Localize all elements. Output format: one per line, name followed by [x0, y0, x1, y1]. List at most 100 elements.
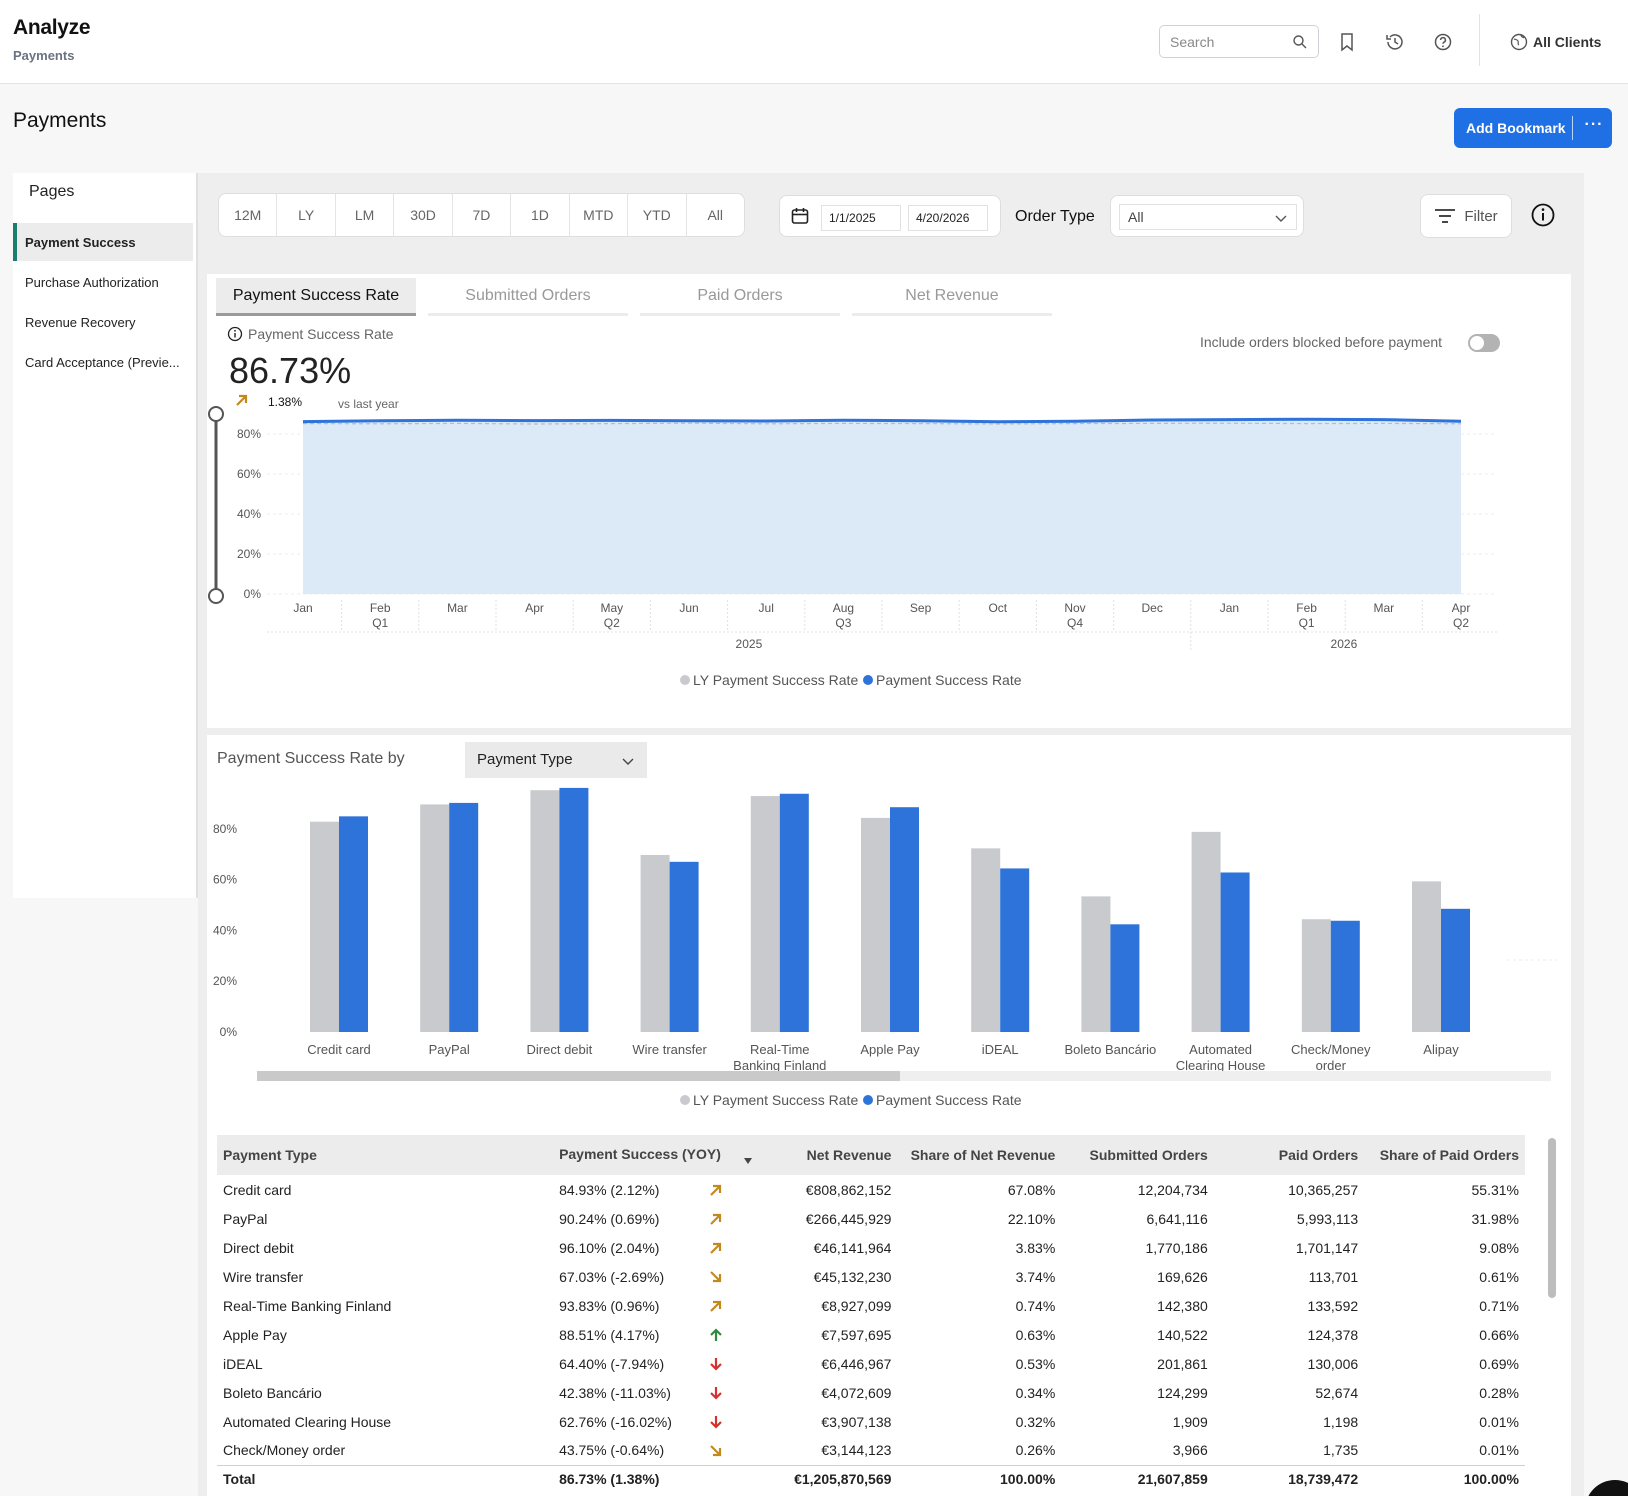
bar-ly[interactable]	[861, 817, 890, 1032]
bar-current[interactable]	[559, 787, 589, 1032]
bar-ly[interactable]	[1191, 831, 1221, 1032]
column-header-net-revenue[interactable]: Net Revenue	[781, 1135, 898, 1175]
info-icon[interactable]	[1530, 202, 1556, 228]
kpi-value: 86.73%	[229, 350, 352, 391]
column-header-submitted-orders[interactable]: Submitted Orders	[1061, 1135, 1214, 1175]
bar-current[interactable]	[1441, 908, 1470, 1032]
history-icon[interactable]	[1384, 31, 1406, 53]
bar-current[interactable]	[449, 802, 479, 1032]
tab-net-revenue[interactable]: Net Revenue	[852, 278, 1052, 316]
page-title: Payments	[13, 109, 107, 132]
period-ly-button[interactable]: LY	[277, 194, 336, 236]
bar-current[interactable]	[1330, 920, 1360, 1032]
period-30d-button[interactable]: 30D	[394, 194, 453, 236]
bookmark-icon[interactable]	[1336, 31, 1358, 53]
period-mtd-button[interactable]: MTD	[570, 194, 629, 236]
column-header-paid-orders[interactable]: Paid Orders	[1213, 1135, 1365, 1175]
bar-current[interactable]	[669, 861, 699, 1032]
include-blocked-toggle[interactable]	[1468, 334, 1500, 352]
all-clients-button[interactable]: All Clients	[1510, 31, 1601, 53]
table-scrollbar[interactable]	[1548, 1138, 1556, 1298]
bar-current[interactable]	[1220, 872, 1250, 1032]
bar-ly[interactable]	[530, 790, 560, 1032]
tab-payment-success-rate[interactable]: Payment Success Rate	[216, 278, 416, 316]
bar-current[interactable]	[339, 816, 368, 1032]
order-type-selected: All	[1128, 209, 1144, 225]
cell-share-net: 22.10%	[1007, 1210, 1056, 1227]
period-lm-button[interactable]: LM	[336, 194, 395, 236]
range-slider-handle-bottom[interactable]	[208, 588, 224, 604]
table-total-row[interactable]: Total 86.73% (1.38%) €1,205,870,569 100.00%…	[217, 1464, 1525, 1493]
calendar-icon[interactable]	[790, 206, 810, 226]
period-ytd-button[interactable]: YTD	[628, 194, 687, 236]
column-header-share-net-revenue[interactable]: Share of Net Revenue	[897, 1135, 1062, 1175]
sidebar-item-payment-success[interactable]: Payment Success	[13, 223, 193, 261]
cell-submitted: 169,626	[1157, 1268, 1208, 1285]
period-12m-button[interactable]: 12M	[219, 194, 278, 236]
cell-type: Check/Money order	[223, 1442, 346, 1459]
table-row[interactable]: PayPal 90.24% (0.69%) €266,445,929 22.10% 6,…	[217, 1204, 1525, 1233]
table-row[interactable]: Real-Time Banking Finland 93.83% (0.96%) €…	[217, 1291, 1525, 1320]
cell-paid: 133,592	[1307, 1297, 1359, 1314]
bar-ly[interactable]	[1081, 896, 1111, 1032]
x-tick-label: Mar	[447, 601, 468, 615]
search-icon[interactable]	[1292, 34, 1308, 50]
sort-desc-icon[interactable]	[743, 1157, 753, 1165]
breakdown-select[interactable]: Payment Type	[465, 742, 647, 778]
y-tick-label: 20%	[213, 974, 237, 988]
bar-current[interactable]	[1000, 868, 1030, 1032]
chart-scroll-track[interactable]	[257, 1071, 1551, 1081]
help-icon[interactable]	[1432, 31, 1454, 53]
cell-net-revenue: €4,072,609	[821, 1384, 892, 1401]
range-slider-handle-top[interactable]	[208, 406, 224, 422]
bar-ly[interactable]	[640, 854, 670, 1032]
tab-submitted-orders[interactable]: Submitted Orders	[428, 278, 628, 316]
bar-ly[interactable]	[1301, 919, 1331, 1032]
order-type-select[interactable]: All	[1110, 195, 1304, 237]
start-date-input[interactable]	[821, 205, 901, 231]
add-bookmark-button[interactable]: Add Bookmark	[1454, 108, 1612, 148]
x-category-label: Banking Finland	[733, 1058, 826, 1073]
sidebar-item-card-acceptance[interactable]: Card Acceptance (Previe...	[13, 343, 193, 381]
filter-button[interactable]: Filter	[1420, 194, 1512, 238]
chart-scroll-thumb[interactable]	[257, 1071, 900, 1081]
period-7d-button[interactable]: 7D	[453, 194, 512, 236]
table-row[interactable]: Credit card 84.93% (2.12%) €808,862,152 67.…	[217, 1175, 1525, 1204]
success-value: 42.38% (-11.03%)	[559, 1384, 671, 1401]
info-icon[interactable]	[227, 326, 243, 342]
table-row[interactable]: Apple Pay 88.51% (4.17%) €7,597,695 0.63% 14…	[217, 1320, 1525, 1349]
bar-current[interactable]	[779, 793, 809, 1032]
period-1d-button[interactable]: 1D	[511, 194, 570, 236]
sidebar-item-purchase-authorization[interactable]: Purchase Authorization	[13, 263, 193, 301]
period-all-button[interactable]: All	[707, 207, 723, 223]
table-row[interactable]: Wire transfer 67.03% (-2.69%) €45,132,230 3…	[217, 1262, 1525, 1291]
table-row[interactable]: Automated Clearing House 62.76% (-16.02%)…	[217, 1407, 1525, 1436]
column-header-share-paid-orders[interactable]: Share of Paid Orders	[1364, 1135, 1525, 1175]
bar-ly[interactable]	[1412, 881, 1441, 1032]
trend-up-icon	[236, 394, 248, 406]
column-header-payment-type[interactable]: Payment Type	[217, 1135, 554, 1175]
tab-paid-orders[interactable]: Paid Orders	[640, 278, 840, 316]
end-date-input[interactable]	[908, 205, 988, 231]
bar-current[interactable]	[890, 807, 919, 1032]
table-row[interactable]: iDEAL 64.40% (-7.94%) €6,446,967 0.53% 201,8…	[217, 1349, 1525, 1378]
y-tick-label: 20%	[237, 547, 261, 561]
bar-ly[interactable]	[420, 804, 450, 1032]
search-box[interactable]	[1159, 25, 1319, 58]
sidebar-item-revenue-recovery[interactable]: Revenue Recovery	[13, 303, 193, 341]
search-input[interactable]	[1170, 32, 1290, 52]
x-category-label: Credit card	[307, 1042, 371, 1057]
cell-share-paid: 55.31%	[1471, 1181, 1519, 1198]
bar-ly[interactable]	[750, 796, 780, 1032]
table-row[interactable]: Direct debit 96.10% (2.04%) €46,141,964 3.8…	[217, 1233, 1525, 1262]
table-row[interactable]: Check/Money order 43.75% (-0.64%) €3,144,1…	[217, 1436, 1525, 1465]
table-row[interactable]: Boleto Bancário 42.38% (-11.03%) €4,072,60…	[217, 1378, 1525, 1407]
sidebar-item-label: Payment Success	[25, 234, 136, 250]
bar-current[interactable]	[1110, 924, 1140, 1032]
bar-ly[interactable]	[971, 848, 1001, 1032]
bar-ly[interactable]	[310, 821, 339, 1032]
more-options-button[interactable]: ···	[1584, 116, 1604, 133]
cell-net-revenue: €6,446,967	[821, 1355, 892, 1372]
cell-net-revenue: €45,132,230	[813, 1268, 892, 1285]
column-header-payment-success[interactable]: Payment Success (YOY)	[553, 1135, 782, 1175]
